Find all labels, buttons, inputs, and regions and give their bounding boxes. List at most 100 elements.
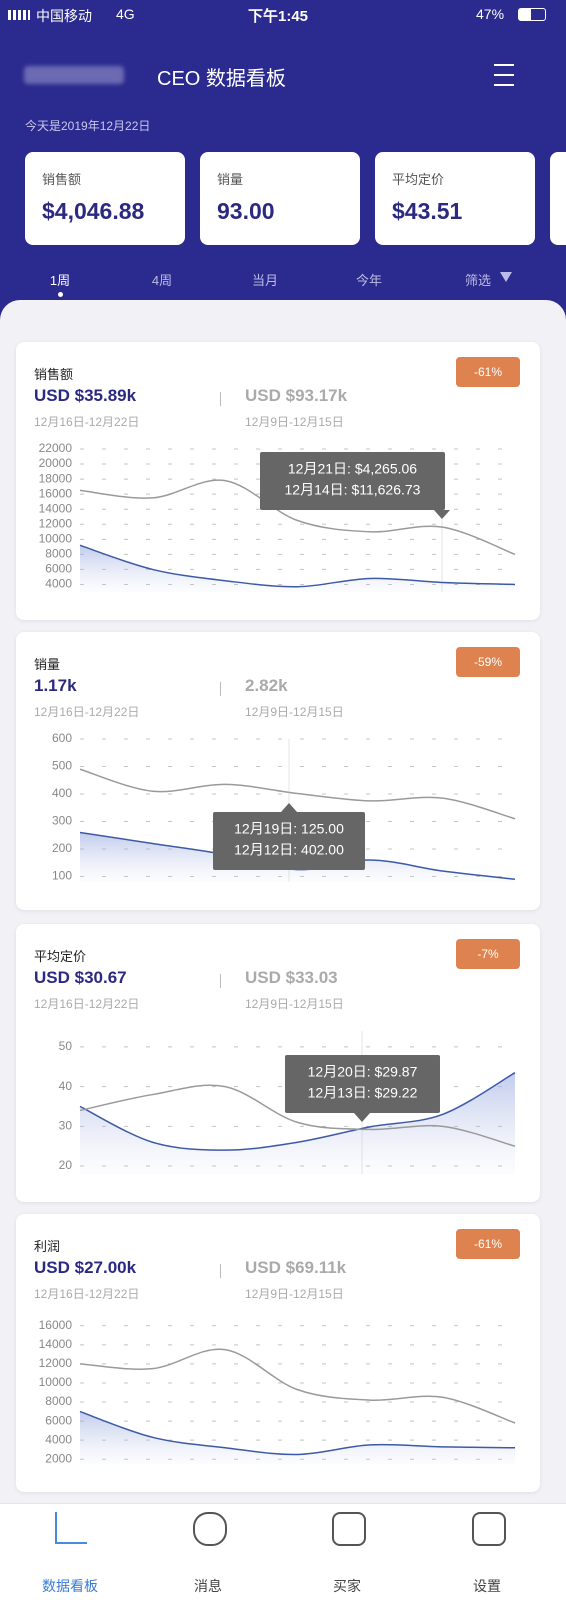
- battery-icon: [518, 8, 546, 21]
- line: [79, 544, 516, 588]
- y-tick-label: 2000: [45, 1451, 72, 1465]
- tab-indicator: [58, 292, 63, 297]
- tooltip-box: [285, 1055, 440, 1113]
- divider: [220, 682, 221, 696]
- y-tick-label: 300: [52, 814, 72, 828]
- tooltip-box: [260, 452, 445, 510]
- divider: [220, 1264, 221, 1278]
- nav-label[interactable]: 买家: [333, 1578, 361, 1594]
- area: [80, 832, 515, 882]
- nav-icon[interactable]: [55, 1512, 87, 1544]
- tooltip-text: 12月21日: $4,265.06: [288, 461, 417, 477]
- card-title: 销量: [34, 657, 61, 672]
- menu-button[interactable]: [494, 64, 514, 86]
- time: 下午1:45: [248, 8, 309, 25]
- y-tick-label: 40: [59, 1079, 73, 1093]
- tooltip-pointer: [354, 1113, 370, 1122]
- tab[interactable]: 当月: [251, 273, 278, 288]
- chart: 20 30 40 50 12月20日: $29.87 12月13日: $29.22: [59, 1031, 516, 1174]
- tab[interactable]: 4周: [151, 273, 173, 288]
- previous-value: 2.82k: [245, 676, 288, 695]
- current-range: 12月16日-12月22日: [34, 997, 140, 1011]
- line: [79, 1410, 516, 1456]
- y-tick-label: 16000: [39, 486, 73, 500]
- y-tick-label: 6000: [45, 1413, 72, 1427]
- tooltip-text: 12月12日: 402.00: [234, 842, 344, 858]
- y-tick-label: 16000: [39, 1318, 73, 1332]
- card: 销量 -59% 1.17k 12月16日-12月22日 2.82k 12月9日-12月15…: [16, 632, 540, 910]
- nav-icon[interactable]: [472, 1512, 506, 1546]
- nav-bar: [0, 1503, 566, 1600]
- tooltip-box: [213, 812, 365, 870]
- app-title: CEO 数据看板: [157, 68, 286, 90]
- battery: 47%: [476, 6, 505, 22]
- date: 今天是2019年12月22日: [25, 119, 151, 133]
- previous-range: 12月9日-12月15日: [245, 705, 344, 719]
- y-tick-label: 50: [59, 1039, 73, 1053]
- nav-icon[interactable]: [332, 1512, 366, 1546]
- nav-icon[interactable]: [193, 1512, 227, 1546]
- y-tick-label: 20000: [39, 456, 73, 470]
- kpi-label: 平均定价: [392, 172, 445, 187]
- kpi-card: 平均定价 $43.51: [375, 152, 535, 245]
- card-title: 利润: [34, 1239, 61, 1254]
- kpi-label: 销售额: [42, 172, 82, 187]
- previous-range: 12月9日-12月15日: [245, 1287, 344, 1301]
- card-title: 销售额: [34, 367, 74, 382]
- y-tick-label: 200: [52, 841, 72, 855]
- card: 销售额 -61% USD $35.89k 12月16日-12月22日 USD $93.1…: [16, 342, 540, 620]
- current-range: 12月16日-12月22日: [34, 1287, 140, 1301]
- kpi-value: $4,046.88: [42, 198, 145, 224]
- tab[interactable]: 筛选: [464, 273, 491, 288]
- chart: 2000 4000 6000 8000 10000 12000 14000 16000: [39, 1318, 516, 1465]
- tab[interactable]: 1周: [49, 273, 71, 288]
- nav-label[interactable]: 设置: [473, 1578, 501, 1594]
- current-value: USD $30.67: [34, 968, 127, 987]
- area: [80, 1072, 515, 1174]
- current-range: 12月16日-12月22日: [34, 415, 140, 429]
- y-tick-label: 8000: [45, 1394, 72, 1408]
- tooltip-pointer: [281, 803, 297, 812]
- card: 平均定价 -7% USD $30.67 12月16日-12月22日 USD $33.03…: [16, 924, 540, 1202]
- y-tick-label: 22000: [39, 441, 73, 455]
- y-tick-label: 4000: [45, 1432, 72, 1446]
- y-tick-label: 12000: [39, 516, 73, 530]
- y-tick-label: 14000: [39, 501, 73, 515]
- body-top: [0, 300, 566, 340]
- tooltip-pointer: [434, 510, 450, 519]
- nav-label[interactable]: 数据看板: [42, 1578, 98, 1594]
- line: [79, 1348, 516, 1424]
- chart: 100 200 300 400 500 600 12月19日: 125.00 12月12日: …: [52, 731, 516, 883]
- previous-value: USD $93.17k: [245, 386, 348, 405]
- y-tick-label: 20: [59, 1158, 73, 1172]
- nav-label[interactable]: 消息: [194, 1578, 222, 1594]
- badge: -61%: [456, 1229, 520, 1259]
- y-tick-label: 8000: [45, 547, 72, 561]
- kpi-value: $43.51: [392, 198, 463, 224]
- current-value: USD $27.00k: [34, 1258, 137, 1277]
- kpi-card-partial: [550, 152, 566, 245]
- blurred-name: [24, 66, 124, 84]
- y-tick-label: 100: [52, 869, 72, 883]
- tooltip-text: 12月19日: 125.00: [234, 821, 344, 837]
- card: 利润 -61% USD $27.00k 12月16日-12月22日 USD $69.11…: [16, 1214, 540, 1492]
- y-tick-label: 10000: [39, 531, 73, 545]
- area: [80, 1411, 515, 1464]
- tab[interactable]: 今年: [355, 273, 382, 288]
- y-tick-label: 4000: [45, 577, 72, 591]
- current-value: 1.17k: [34, 676, 77, 695]
- y-tick-label: 14000: [39, 1337, 73, 1351]
- current-value: USD $35.89k: [34, 386, 137, 405]
- current-range: 12月16日-12月22日: [34, 705, 140, 719]
- tooltip-text: 12月14日: $11,626.73: [285, 482, 421, 498]
- badge: -7%: [456, 939, 520, 969]
- signal-icon: [8, 10, 30, 20]
- y-tick-label: 18000: [39, 471, 73, 485]
- line: [79, 1072, 516, 1151]
- kpi-card: 销售额 $4,046.88: [25, 152, 185, 245]
- y-tick-label: 600: [52, 731, 72, 745]
- kpi-label: 销量: [217, 172, 244, 187]
- previous-value: USD $69.11k: [245, 1258, 347, 1277]
- line: [79, 768, 516, 820]
